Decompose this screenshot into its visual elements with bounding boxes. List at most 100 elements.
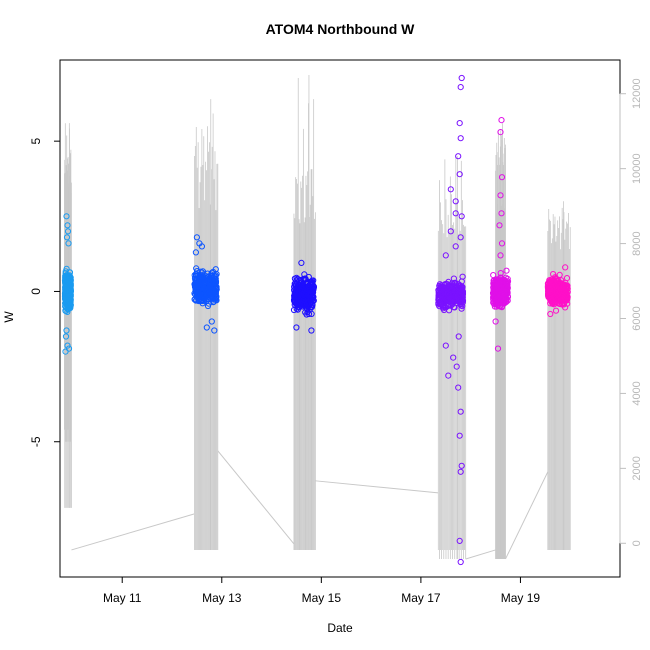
data-point	[63, 213, 70, 220]
data-point	[455, 384, 462, 391]
data-point	[308, 310, 315, 317]
data-point	[438, 290, 445, 297]
data-point	[446, 292, 453, 299]
data-point	[458, 462, 465, 469]
data-point	[494, 291, 501, 298]
data-point	[308, 327, 315, 334]
right-tick-label: 0	[631, 540, 643, 546]
data-point	[504, 297, 511, 304]
data-point	[212, 290, 219, 297]
data-point	[497, 129, 504, 136]
data-point	[556, 271, 563, 278]
data-point	[547, 310, 554, 318]
data-point	[198, 243, 205, 250]
data-point	[548, 291, 555, 298]
data-point	[449, 292, 456, 299]
data-point	[497, 252, 504, 259]
x-tick-label: May 19	[501, 591, 541, 605]
data-point	[293, 324, 300, 331]
data-point	[435, 300, 442, 307]
data-point	[62, 268, 69, 275]
data-point	[192, 249, 199, 256]
data-point	[456, 432, 463, 439]
data-point	[204, 302, 212, 310]
data-point	[62, 288, 69, 295]
gray-connector-line	[71, 513, 195, 551]
plot-box	[59, 59, 621, 578]
data-point	[66, 269, 74, 276]
right-tick-label: 6000	[631, 306, 643, 330]
data-point	[208, 318, 215, 325]
data-point	[497, 270, 504, 277]
data-point	[503, 279, 511, 286]
data-point	[458, 302, 465, 309]
data-point	[194, 283, 201, 290]
data-point	[197, 273, 204, 280]
data-point	[199, 268, 206, 275]
data-point	[211, 278, 218, 286]
data-point	[292, 280, 299, 287]
data-point	[503, 267, 510, 274]
data-point	[491, 282, 498, 289]
data-point	[440, 305, 447, 312]
data-point	[458, 213, 465, 220]
x-tick-label: May 17	[401, 591, 441, 605]
data-point	[549, 299, 556, 307]
data-point	[294, 306, 301, 313]
gray-connector-line	[315, 480, 439, 494]
data-point	[458, 305, 465, 312]
data-point	[445, 278, 452, 285]
data-point	[208, 287, 215, 295]
data-point	[448, 283, 455, 290]
data-point	[307, 297, 314, 304]
data-point	[62, 348, 69, 355]
data-point	[304, 300, 311, 307]
data-point	[457, 468, 464, 475]
data-point	[443, 293, 450, 300]
data-point	[494, 345, 502, 352]
data-point	[459, 299, 466, 306]
data-point	[453, 290, 460, 297]
data-point	[436, 281, 443, 288]
data-point	[451, 279, 458, 286]
data-point	[300, 297, 307, 304]
data-point	[201, 295, 208, 302]
data-point	[560, 281, 568, 288]
x-axis-label: Date	[327, 621, 353, 635]
data-point	[498, 174, 506, 181]
data-point	[203, 324, 210, 331]
data-point	[501, 290, 508, 297]
data-point	[452, 198, 459, 205]
data-point	[546, 277, 553, 284]
data-point	[552, 307, 560, 314]
data-point	[65, 345, 73, 352]
x-tick-label: May 15	[302, 591, 342, 605]
gray-line-layer	[64, 75, 571, 560]
data-point	[63, 234, 71, 241]
data-point	[211, 327, 218, 334]
data-point	[443, 296, 450, 303]
data-point	[291, 297, 298, 304]
y-tick-label: -5	[29, 436, 43, 447]
data-point	[455, 153, 462, 160]
data-point	[450, 354, 457, 361]
data-point	[450, 296, 457, 303]
data-point	[498, 240, 506, 247]
data-point	[195, 292, 202, 299]
data-point	[65, 240, 72, 247]
data-point	[305, 310, 313, 318]
data-point	[453, 281, 460, 288]
data-point	[305, 273, 312, 281]
data-point	[445, 302, 452, 309]
data-point	[198, 269, 206, 276]
right-tick-label: 8000	[631, 231, 643, 255]
data-point	[62, 333, 70, 340]
data-point	[64, 222, 71, 229]
data-point	[496, 222, 503, 229]
data-point	[442, 342, 449, 349]
data-point	[457, 299, 464, 306]
data-point	[452, 243, 459, 250]
points-layer	[61, 74, 571, 566]
right-tick-label: 4000	[631, 381, 643, 405]
